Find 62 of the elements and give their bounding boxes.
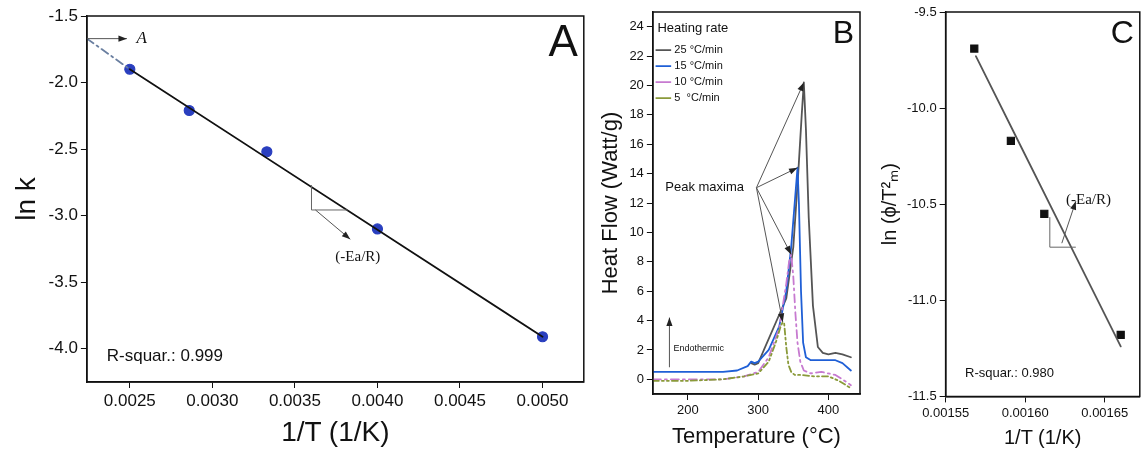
annotation: R-squar.: 0.980 — [965, 364, 1054, 380]
x-tick-label: 0.0050 — [516, 390, 569, 410]
x-tick-label: 0.0040 — [351, 390, 404, 410]
chart-title: C — [1110, 13, 1134, 50]
y-tick-label: -4.0 — [48, 338, 78, 358]
x-tick-label: 400 — [817, 402, 840, 418]
chart-title: B — [832, 13, 854, 50]
y-tick-label: 4 — [636, 312, 644, 328]
x-tick-label: 200 — [677, 402, 699, 418]
point — [261, 146, 273, 158]
y-axis-title: Heat Flow (Watt/g) — [597, 111, 623, 295]
x-tick-label: 0.0035 — [268, 390, 321, 410]
y-tick-label: -2.0 — [48, 72, 78, 92]
x-tick-label: 0.00165 — [1081, 404, 1129, 420]
y-tick-label: -10.5 — [906, 195, 937, 211]
point — [970, 44, 979, 53]
annotation: A — [135, 28, 148, 48]
y-axis-title: ln (ϕ/T²ₘ) — [877, 163, 900, 246]
chart-title: A — [548, 16, 579, 66]
y-tick-label: -2.5 — [48, 138, 78, 158]
y-tick-label: 16 — [629, 135, 644, 151]
y-tick-label: 14 — [629, 165, 644, 181]
legend-label: 25 °C/min — [674, 43, 723, 56]
y-tick-label: 24 — [629, 18, 644, 34]
y-tick-label: 8 — [636, 253, 644, 269]
x-tick-label: 0.0045 — [433, 390, 486, 410]
y-tick-label: 22 — [629, 47, 644, 63]
annotation: (-Ea/R) — [1066, 191, 1111, 209]
y-tick-label: 2 — [636, 341, 644, 357]
legend-title: Heating rate — [657, 20, 729, 36]
x-tick-label: 0.0025 — [103, 390, 156, 410]
point — [1116, 330, 1125, 340]
y-axis-title: ln k — [9, 176, 41, 221]
x-tick-label: 0.0030 — [186, 390, 239, 410]
y-tick-label: -3.0 — [48, 205, 78, 225]
y-tick-label: -9.5 — [914, 3, 937, 19]
annotation: Peak maxima — [665, 179, 745, 195]
y-tick-label: -10.0 — [906, 99, 937, 115]
y-tick-label: 6 — [636, 282, 644, 298]
x-tick-label: 0.00160 — [1001, 404, 1049, 420]
point — [1040, 209, 1049, 218]
x-tick-label: 300 — [747, 402, 770, 418]
y-tick-label: 12 — [629, 194, 644, 210]
y-tick-label: -11.0 — [907, 291, 937, 307]
annotation: (-Ea/R) — [335, 248, 381, 266]
y-tick-label: -3.5 — [48, 271, 78, 291]
legend-label: 15 °C/min — [674, 59, 723, 72]
legend-label: 10 °C/min — [674, 75, 723, 88]
y-tick-label: 20 — [629, 77, 644, 93]
y-tick-label: -11.5 — [907, 387, 937, 403]
x-axis-title: 1/T (1/K) — [281, 415, 390, 447]
annotation: Endothermic — [673, 342, 725, 353]
x-axis-title: 1/T (1/K) — [1004, 425, 1082, 448]
legend-label: 5 °C/min — [674, 91, 720, 104]
y-tick-label: 0 — [636, 370, 644, 386]
x-tick-label: 0.00155 — [922, 404, 970, 420]
y-tick-label: 18 — [629, 106, 644, 122]
y-tick-label: 10 — [629, 223, 644, 239]
annotation: R-squar.: 0.999 — [106, 346, 224, 366]
point — [1006, 136, 1016, 145]
y-tick-label: -1.5 — [48, 5, 78, 25]
x-axis-title: Temperature (°C) — [671, 422, 841, 448]
